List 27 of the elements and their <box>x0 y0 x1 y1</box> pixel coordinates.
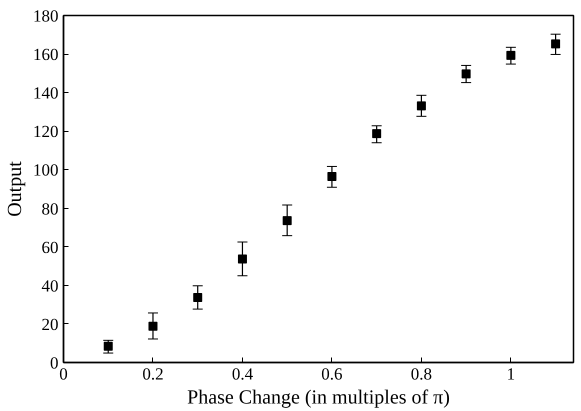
y-tick-label: 60 <box>42 238 58 257</box>
y-tick-label: 180 <box>33 6 58 26</box>
point <box>193 293 202 302</box>
y-tick-label: 120 <box>33 122 58 142</box>
point <box>506 50 516 60</box>
x-tick-label: 0.8 <box>410 364 432 384</box>
point <box>148 322 158 331</box>
x-axis-title: Phase Change (in multiples of π) <box>187 386 450 408</box>
point <box>551 39 560 48</box>
point <box>462 69 471 78</box>
point <box>327 172 336 181</box>
point <box>238 254 247 264</box>
y-axis-title: Output <box>4 160 26 217</box>
point <box>416 101 426 110</box>
x-tick-label: 0.2 <box>142 364 164 384</box>
y-tick-label: 140 <box>33 84 58 103</box>
y-tick-label: 20 <box>42 314 58 334</box>
x-tick-label: 1 <box>506 364 516 384</box>
y-tick-label: 160 <box>33 45 58 64</box>
point <box>104 342 113 351</box>
x-tick-label: 0.6 <box>321 364 343 384</box>
point <box>282 216 292 226</box>
x-tick-label: 0.4 <box>232 364 254 384</box>
y-tick-label: 40 <box>42 276 58 296</box>
point <box>372 129 382 138</box>
y-tick-label: 80 <box>42 199 58 218</box>
y-tick-label: 100 <box>33 160 58 180</box>
